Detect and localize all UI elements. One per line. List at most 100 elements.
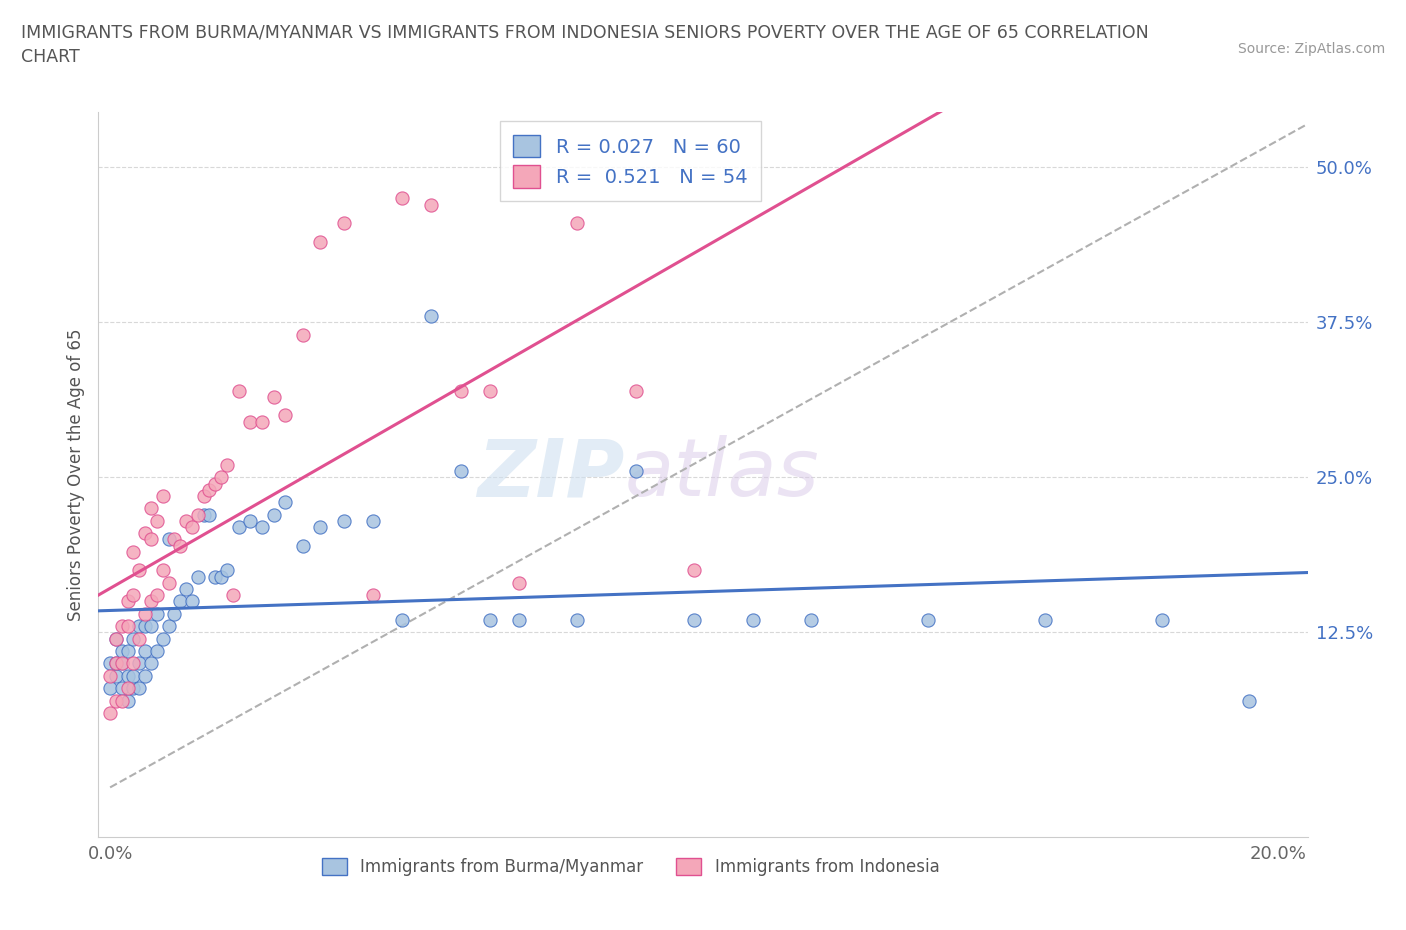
Point <box>157 576 180 591</box>
Point <box>139 594 162 609</box>
Point <box>98 706 121 721</box>
Point <box>1033 613 1056 628</box>
Point <box>198 507 221 522</box>
Point <box>152 488 174 503</box>
Point <box>152 631 174 646</box>
Point <box>263 390 285 405</box>
Point <box>122 588 145 603</box>
Point <box>187 569 209 584</box>
Point <box>567 216 589 231</box>
Point <box>508 576 530 591</box>
Point <box>134 606 156 621</box>
Point <box>122 669 145 684</box>
Point <box>128 618 150 633</box>
Point <box>146 513 169 528</box>
Point <box>169 538 191 553</box>
Point <box>152 563 174 578</box>
Point <box>209 569 232 584</box>
Point <box>683 563 706 578</box>
Point <box>420 197 443 212</box>
Point <box>134 644 156 658</box>
Point <box>98 681 121 696</box>
Point <box>139 532 162 547</box>
Point <box>117 618 139 633</box>
Point <box>478 613 501 628</box>
Point <box>450 383 472 398</box>
Point <box>420 309 443 324</box>
Point <box>117 594 139 609</box>
Point <box>215 458 238 472</box>
Point <box>163 532 186 547</box>
Point <box>198 483 221 498</box>
Text: Source: ZipAtlas.com: Source: ZipAtlas.com <box>1237 42 1385 56</box>
Point <box>239 414 262 429</box>
Point <box>361 513 384 528</box>
Point <box>209 470 232 485</box>
Point <box>222 588 245 603</box>
Point <box>111 656 134 671</box>
Point <box>361 588 384 603</box>
Point <box>111 618 134 633</box>
Point <box>215 563 238 578</box>
Point <box>117 693 139 708</box>
Point <box>128 631 150 646</box>
Point <box>146 606 169 621</box>
Point <box>122 631 145 646</box>
Point <box>309 234 332 249</box>
Point <box>104 631 127 646</box>
Point <box>98 656 121 671</box>
Legend: Immigrants from Burma/Myanmar, Immigrants from Indonesia: Immigrants from Burma/Myanmar, Immigrant… <box>315 852 946 883</box>
Point <box>117 681 139 696</box>
Point <box>104 656 127 671</box>
Point <box>291 538 314 553</box>
Point <box>263 507 285 522</box>
Point <box>450 464 472 479</box>
Point <box>122 656 145 671</box>
Point <box>228 520 250 535</box>
Point <box>204 476 226 491</box>
Point <box>624 383 647 398</box>
Point <box>139 501 162 516</box>
Point <box>180 520 202 535</box>
Point <box>1237 693 1260 708</box>
Point <box>98 669 121 684</box>
Point <box>134 618 156 633</box>
Point <box>228 383 250 398</box>
Point <box>274 408 297 423</box>
Point <box>111 644 134 658</box>
Point <box>134 669 156 684</box>
Point <box>193 488 215 503</box>
Point <box>157 618 180 633</box>
Point <box>391 613 413 628</box>
Point <box>917 613 939 628</box>
Point <box>134 525 156 540</box>
Point <box>391 191 413 206</box>
Point <box>250 414 273 429</box>
Point <box>274 495 297 510</box>
Text: atlas: atlas <box>624 435 820 513</box>
Point <box>122 544 145 559</box>
Point <box>174 581 197 596</box>
Point <box>111 693 134 708</box>
Point <box>139 656 162 671</box>
Point <box>478 383 501 398</box>
Text: IMMIGRANTS FROM BURMA/MYANMAR VS IMMIGRANTS FROM INDONESIA SENIORS POVERTY OVER : IMMIGRANTS FROM BURMA/MYANMAR VS IMMIGRA… <box>21 23 1149 66</box>
Point <box>332 513 354 528</box>
Point <box>128 563 150 578</box>
Point <box>117 644 139 658</box>
Point <box>187 507 209 522</box>
Point <box>104 693 127 708</box>
Point <box>508 613 530 628</box>
Point <box>624 464 647 479</box>
Point <box>104 669 127 684</box>
Point <box>1150 613 1173 628</box>
Point <box>111 656 134 671</box>
Point <box>193 507 215 522</box>
Point <box>239 513 262 528</box>
Point <box>683 613 706 628</box>
Point <box>291 327 314 342</box>
Point <box>567 613 589 628</box>
Point <box>332 216 354 231</box>
Point <box>111 681 134 696</box>
Text: ZIP: ZIP <box>477 435 624 513</box>
